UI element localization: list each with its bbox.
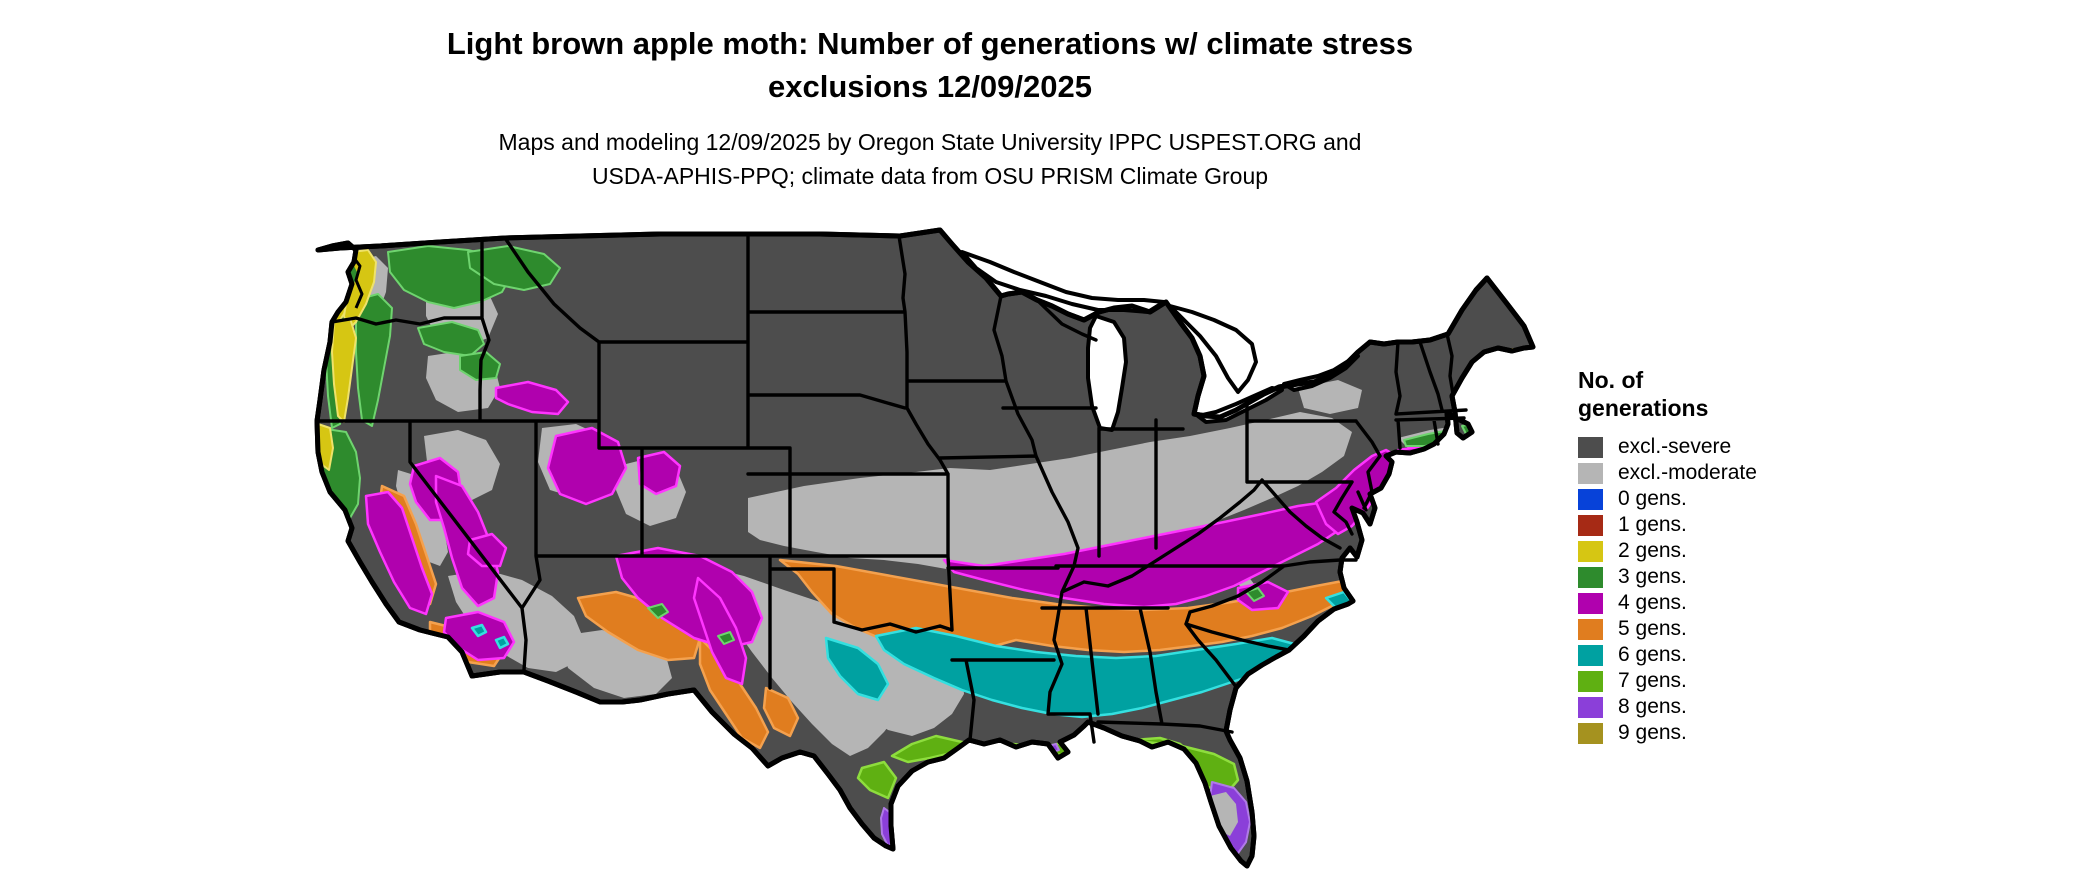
title-block: Light brown apple moth: Number of genera…	[330, 22, 1530, 193]
map-subtitle-line2: USDA-APHIS-PPQ; climate data from OSU PR…	[591, 163, 1269, 189]
legend-item-8: 6 gens.	[1578, 642, 1757, 668]
legend-swatch	[1578, 618, 1603, 640]
legend-label: 5 gens.	[1618, 617, 1687, 640]
legend-label: 7 gens.	[1618, 669, 1687, 692]
map-title-line2: exclusions 12/09/2025	[767, 69, 1092, 104]
legend-label: 3 gens.	[1618, 565, 1687, 588]
legend-swatch	[1578, 540, 1603, 562]
legend-item-1: excl.-moderate	[1578, 460, 1757, 486]
legend-label: 8 gens.	[1618, 695, 1687, 718]
legend-item-4: 2 gens.	[1578, 538, 1757, 564]
map-region-4-gens	[364, 268, 1432, 686]
legend-item-0: excl.-severe	[1578, 434, 1757, 460]
legend-item-5: 3 gens.	[1578, 564, 1757, 590]
map-subtitle-line1: Maps and modeling 12/09/2025 by Oregon S…	[498, 129, 1362, 155]
legend-title: No. of generations	[1578, 366, 1757, 422]
map-title: Light brown apple moth: Number of genera…	[330, 22, 1530, 108]
map-subtitle: Maps and modeling 12/09/2025 by Oregon S…	[330, 125, 1530, 193]
legend-item-9: 7 gens.	[1578, 668, 1757, 694]
legend-label: 9 gens.	[1618, 721, 1687, 744]
legend-swatch	[1578, 592, 1603, 614]
legend-item-2: 0 gens.	[1578, 486, 1757, 512]
legend-swatch	[1578, 436, 1603, 458]
legend-label: excl.-severe	[1618, 435, 1732, 458]
legend-item-6: 4 gens.	[1578, 590, 1757, 616]
legend-label: 4 gens.	[1618, 591, 1687, 614]
legend-item-7: 5 gens.	[1578, 616, 1757, 642]
map-region-9-gens	[1248, 864, 1260, 866]
legend-swatch	[1578, 462, 1603, 484]
legend-item-11: 9 gens.	[1578, 720, 1757, 746]
legend-label: 2 gens.	[1618, 539, 1687, 562]
map-title-line1: Light brown apple moth: Number of genera…	[446, 26, 1414, 61]
legend-title-line1: No. of	[1578, 367, 1644, 393]
legend-swatch	[1578, 488, 1603, 510]
legend-swatch	[1578, 514, 1603, 536]
legend-swatch	[1578, 670, 1603, 692]
legend-swatch	[1578, 722, 1603, 744]
map-region-1-gens	[318, 252, 330, 302]
legend-item-3: 1 gens.	[1578, 512, 1757, 538]
legend-swatch	[1578, 696, 1603, 718]
legend-item-10: 8 gens.	[1578, 694, 1757, 720]
legend-title-line2: generations	[1578, 395, 1709, 421]
state-borders	[315, 232, 1468, 744]
lake-huron	[1168, 304, 1258, 394]
legend-label: 6 gens.	[1618, 643, 1687, 666]
legend-swatch	[1578, 566, 1603, 588]
puget-sound-line	[352, 257, 364, 309]
legend-swatch	[1578, 644, 1603, 666]
legend-label: 0 gens.	[1618, 487, 1687, 510]
legend-label: 1 gens.	[1618, 513, 1687, 536]
legend-label: excl.-moderate	[1618, 461, 1757, 484]
legend: No. of generations excl.-severe excl.-mod…	[1578, 366, 1757, 746]
legend-items: excl.-severe excl.-moderate 0 gens. 1 gens.…	[1578, 434, 1757, 746]
